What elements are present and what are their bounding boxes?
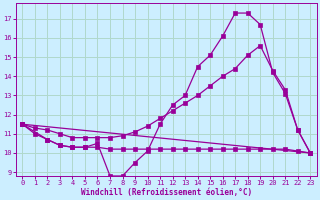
X-axis label: Windchill (Refroidissement éolien,°C): Windchill (Refroidissement éolien,°C) [81, 188, 252, 197]
